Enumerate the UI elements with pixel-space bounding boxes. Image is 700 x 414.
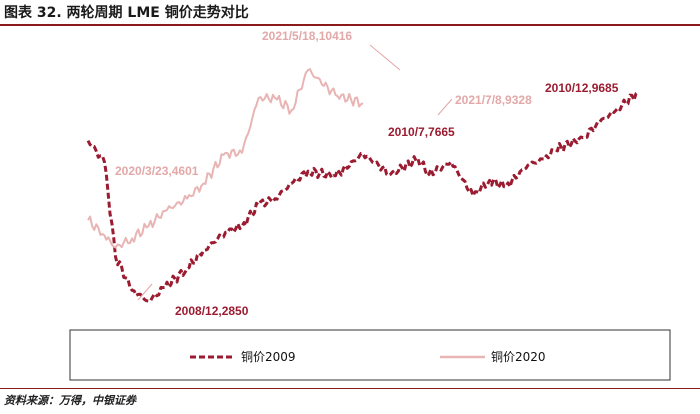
title-divider xyxy=(0,24,700,26)
series-line-2009 xyxy=(86,91,639,303)
chart-legend: 铜价2009 铜价2020 xyxy=(69,329,671,381)
annotation-label-0: 2020/3/23,4601 xyxy=(115,164,199,178)
copper-price-chart: 2020/3/23,4601 2021/5/18,10416 2021/7/8,93… xyxy=(69,29,671,381)
annotation-label-4: 2010/7,7665 xyxy=(388,125,455,139)
legend-label-2020: 铜价2020 xyxy=(491,349,546,364)
legend-label-2009: 铜价2009 xyxy=(241,349,296,364)
annotation-label-5: 2010/12,9685 xyxy=(545,81,619,95)
chart-lines xyxy=(86,68,639,303)
source-divider xyxy=(0,388,700,389)
annotation-leader-1 xyxy=(369,44,401,71)
annotation-label-3: 2008/12,2850 xyxy=(175,304,249,318)
annotation-label-2: 2021/7/8,9328 xyxy=(455,93,532,107)
annotation-label-1: 2021/5/18,10416 xyxy=(262,29,352,43)
legend-box xyxy=(69,329,671,381)
series-line-2020 xyxy=(87,68,364,249)
source-note: 资料来源：万得，中银证券 xyxy=(4,394,136,407)
page-title: 图表 32. 两轮周期 LME 铜价走势对比 xyxy=(4,5,249,21)
annotation-leader-0 xyxy=(137,283,153,301)
chart-annotations: 2020/3/23,4601 2021/5/18,10416 2021/7/8,93… xyxy=(115,29,619,318)
annotation-leader-2 xyxy=(437,98,453,116)
